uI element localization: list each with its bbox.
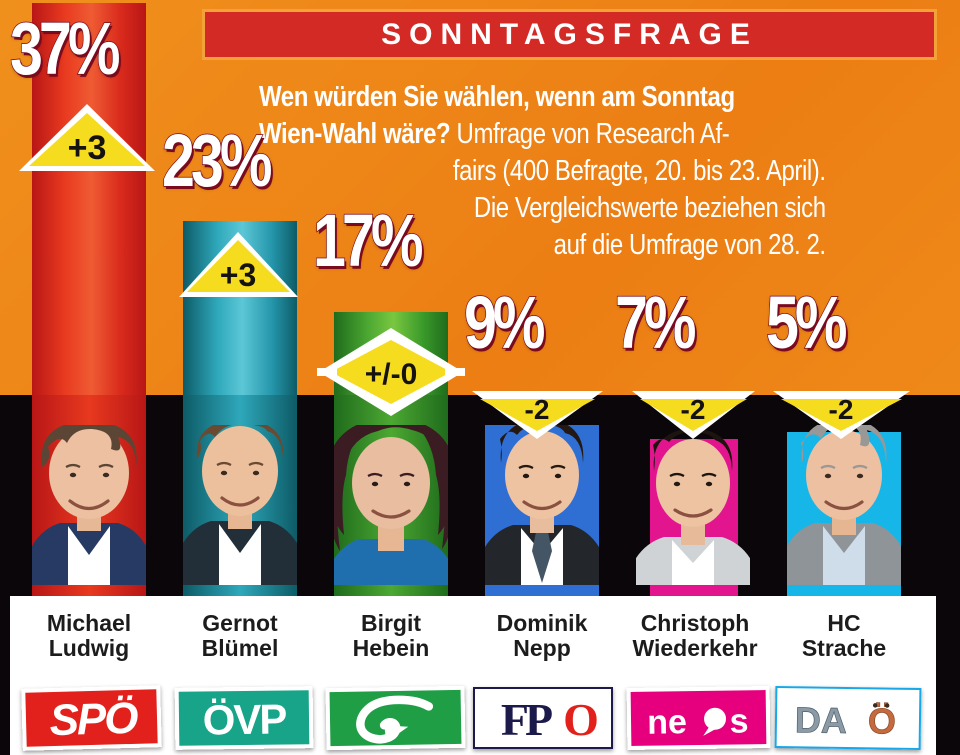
svg-text:+3: +3 [68, 129, 107, 167]
svg-text:+/-0: +/-0 [365, 358, 418, 391]
svg-text:DA: DA [795, 699, 848, 741]
svg-text:ÖVP: ÖVP [202, 695, 286, 743]
svg-text:Ö: Ö [868, 700, 897, 741]
svg-text:s: s [729, 702, 748, 740]
svg-text:-2: -2 [829, 394, 854, 425]
svg-text:-2: -2 [681, 394, 706, 425]
svg-text:FP: FP [501, 694, 552, 745]
svg-text:O: O [563, 694, 599, 745]
svg-text:ne: ne [647, 703, 687, 742]
svg-text:+3: +3 [220, 257, 256, 293]
svg-text:-2: -2 [525, 394, 550, 425]
svg-text:SPÖ: SPÖ [49, 694, 139, 745]
